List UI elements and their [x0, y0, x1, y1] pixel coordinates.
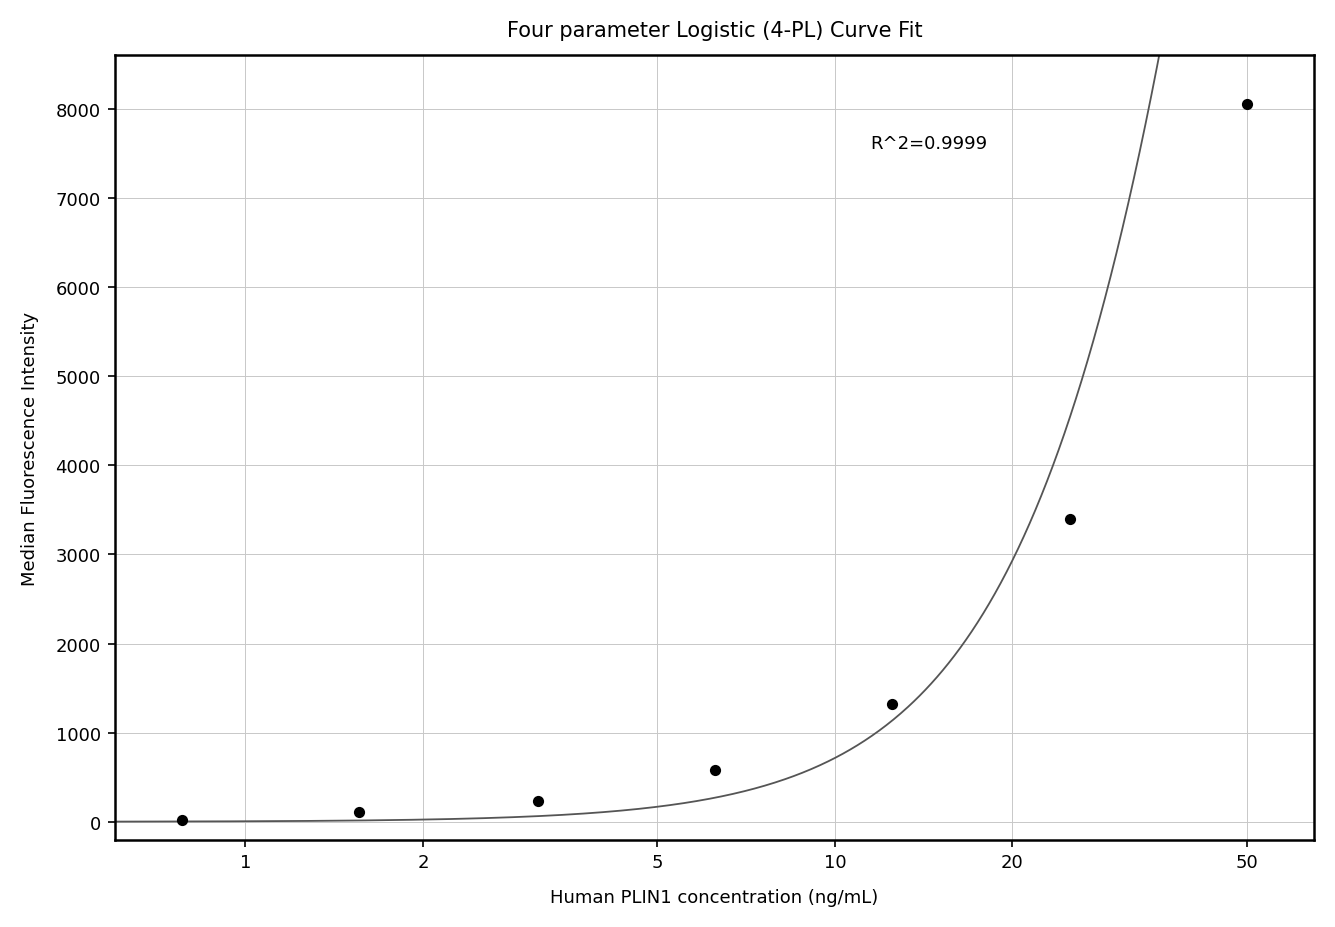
Point — [1236, 97, 1258, 112]
Point — [171, 813, 192, 828]
Point — [881, 697, 902, 712]
Title: Four parameter Logistic (4-PL) Curve Fit: Four parameter Logistic (4-PL) Curve Fit — [506, 20, 922, 41]
Text: R^2=0.9999: R^2=0.9999 — [870, 134, 988, 153]
X-axis label: Human PLIN1 concentration (ng/mL): Human PLIN1 concentration (ng/mL) — [550, 888, 878, 907]
Point — [1059, 512, 1080, 527]
Y-axis label: Median Fluorescence Intensity: Median Fluorescence Intensity — [21, 311, 39, 585]
Point — [704, 763, 725, 778]
Point — [348, 805, 370, 819]
Point — [527, 794, 549, 809]
